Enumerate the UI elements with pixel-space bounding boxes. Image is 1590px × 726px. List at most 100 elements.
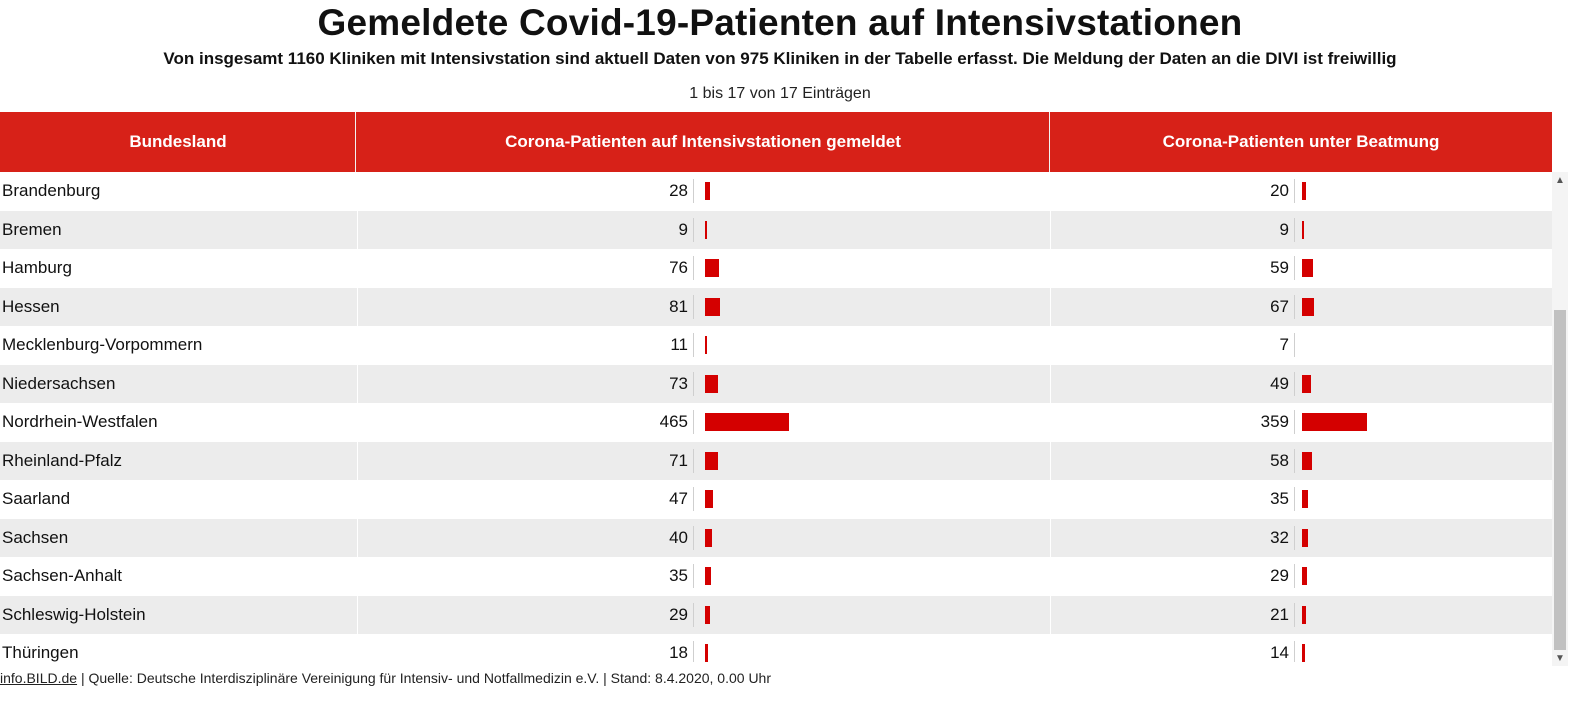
bar-baseline xyxy=(693,256,694,280)
cell-bundesland: Rheinland-Pfalz xyxy=(2,450,123,470)
value-bar xyxy=(1302,374,1311,393)
column-divider xyxy=(1050,172,1051,211)
column-divider xyxy=(1050,480,1051,519)
value-bar xyxy=(1302,297,1314,316)
cell-value: 35 xyxy=(1270,489,1289,509)
value-bar xyxy=(705,336,707,354)
column-divider xyxy=(1050,518,1051,557)
bild-link[interactable]: info.BILD.de xyxy=(0,670,78,686)
bar-baseline xyxy=(693,564,694,588)
bar-baseline xyxy=(1294,294,1295,319)
value-bar xyxy=(705,528,712,547)
bar-baseline xyxy=(1294,179,1295,203)
page-title: Gemeldete Covid-19-Patienten auf Intensi… xyxy=(317,2,1243,43)
cell-value: 59 xyxy=(1270,258,1289,278)
table-row: Schleswig-Holstein 29 21 xyxy=(0,595,1552,634)
table-row: Bremen 9 9 xyxy=(0,210,1552,249)
cell-bundesland: Saarland xyxy=(2,489,71,509)
table-row: Brandenburg 28 20 xyxy=(0,172,1552,211)
table-scrollbar[interactable]: ▲ ▼ xyxy=(1552,172,1568,666)
bar-baseline xyxy=(693,294,694,319)
column-divider xyxy=(357,634,358,662)
value-bar xyxy=(705,413,789,431)
column-divider xyxy=(357,557,358,596)
column-divider xyxy=(1050,287,1051,326)
cell-bundesland: Sachsen xyxy=(2,527,69,547)
value-bar xyxy=(1302,413,1367,431)
cell-value: 32 xyxy=(1270,527,1289,547)
cell-value: 73 xyxy=(669,373,688,393)
bar-baseline xyxy=(1294,217,1295,242)
table-row: Niedersachsen 73 49 xyxy=(0,364,1552,403)
cell-value: 67 xyxy=(1270,296,1289,316)
bar-baseline xyxy=(1294,487,1295,511)
value-bar xyxy=(705,605,710,624)
page-subtitle: Von insgesamt 1160 Kliniken mit Intensiv… xyxy=(163,49,1397,68)
table-row: Thüringen 18 14 xyxy=(0,634,1552,662)
bar-baseline xyxy=(1294,410,1295,434)
table-row: Sachsen 40 32 xyxy=(0,518,1552,557)
bar-baseline xyxy=(1294,333,1295,357)
bar-baseline xyxy=(1294,641,1295,662)
bar-baseline xyxy=(693,333,694,357)
value-bar xyxy=(1302,451,1312,470)
value-bar xyxy=(1302,259,1313,277)
bar-baseline xyxy=(1294,448,1295,473)
value-bar xyxy=(1302,490,1308,508)
header-divider xyxy=(355,112,356,172)
table-body: Brandenburg 28 20 Bremen 9 9 Hamburg 76 59 Hessen… xyxy=(0,172,1552,662)
value-bar xyxy=(705,490,713,508)
cell-value: 40 xyxy=(669,527,688,547)
cell-value: 18 xyxy=(669,643,688,662)
column-divider xyxy=(357,364,358,403)
column-divider xyxy=(357,287,358,326)
column-divider xyxy=(1050,249,1051,288)
bar-baseline xyxy=(693,410,694,434)
table-row: Mecklenburg-Vorpommern 11 7 xyxy=(0,326,1552,365)
cell-value: 58 xyxy=(1270,450,1289,470)
bar-baseline xyxy=(693,371,694,396)
value-bar xyxy=(705,644,708,662)
cell-bundesland: Hamburg xyxy=(2,258,72,278)
value-bar xyxy=(1302,220,1304,239)
value-bar xyxy=(1302,605,1306,624)
cell-bundesland: Nordrhein-Westfalen xyxy=(2,412,158,432)
cell-value: 47 xyxy=(669,489,688,509)
table-row: Hamburg 76 59 xyxy=(0,249,1552,288)
column-header-bundesland[interactable]: Bundesland xyxy=(129,132,227,151)
bar-baseline xyxy=(1294,602,1295,627)
scroll-up-arrow-icon[interactable]: ▲ xyxy=(1555,174,1565,186)
column-divider xyxy=(1050,557,1051,596)
bar-baseline xyxy=(693,487,694,511)
cell-value: 359 xyxy=(1260,412,1289,432)
column-divider xyxy=(357,518,358,557)
bar-baseline xyxy=(693,641,694,662)
value-bar xyxy=(705,451,718,470)
column-divider xyxy=(1050,326,1051,365)
cell-value: 29 xyxy=(669,604,688,624)
column-divider xyxy=(1050,441,1051,480)
scroll-down-arrow-icon[interactable]: ▼ xyxy=(1555,652,1565,664)
cell-bundesland: Niedersachsen xyxy=(2,373,116,393)
cell-value: 11 xyxy=(670,335,688,355)
table-row: Saarland 47 35 xyxy=(0,480,1552,519)
cell-bundesland: Hessen xyxy=(2,296,60,316)
source-text: | Quelle: Deutsche Interdisziplinäre Ver… xyxy=(77,670,771,686)
column-divider xyxy=(1050,595,1051,634)
column-header-beatmung[interactable]: Corona-Patienten unter Beatmung xyxy=(1162,132,1440,151)
cell-value: 28 xyxy=(669,181,688,201)
pagination-info: 1 bis 17 von 17 Einträgen xyxy=(689,85,871,102)
source-footer: info.BILD.de | Quelle: Deutsche Interdis… xyxy=(0,670,771,686)
cell-bundesland: Bremen xyxy=(2,219,62,239)
cell-value: 29 xyxy=(1270,566,1289,586)
value-bar xyxy=(1302,644,1305,662)
value-bar xyxy=(705,259,719,277)
bar-baseline xyxy=(693,602,694,627)
cell-bundesland: Sachsen-Anhalt xyxy=(2,566,123,586)
value-bar xyxy=(1302,528,1308,547)
scrollbar-thumb[interactable] xyxy=(1554,310,1566,650)
column-header-intensiv[interactable]: Corona-Patienten auf Intensivstationen g… xyxy=(505,132,901,151)
cell-value: 465 xyxy=(659,412,688,432)
cell-value: 49 xyxy=(1270,373,1289,393)
column-divider xyxy=(357,441,358,480)
